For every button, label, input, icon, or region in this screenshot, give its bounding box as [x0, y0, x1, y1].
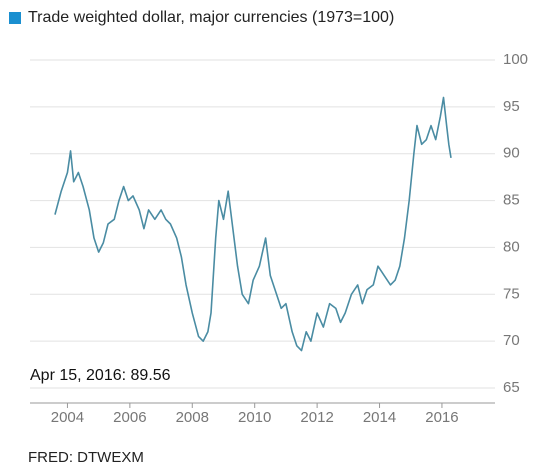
x-tick-label: 2008 — [176, 409, 209, 426]
y-tick-label: 85 — [503, 192, 520, 209]
x-tick-label: 2010 — [238, 409, 271, 426]
x-tick-label: 2016 — [425, 409, 458, 426]
data-line — [54, 96, 452, 352]
y-tick-label: 100 — [503, 51, 528, 68]
x-tick-label: 2004 — [51, 409, 84, 426]
source: FRED: DTWEXM — [28, 449, 144, 466]
y-tick-label: 70 — [503, 332, 520, 349]
y-tick-label: 80 — [503, 238, 520, 255]
legend-swatch — [9, 12, 21, 24]
y-tick-label: 65 — [503, 379, 520, 396]
y-tick-label: 90 — [503, 145, 520, 162]
annotation: Apr 15, 2016: 89.56 — [30, 367, 171, 384]
y-tick-label: 95 — [503, 98, 520, 115]
x-tick-label: 2006 — [113, 409, 146, 426]
chart-title: Trade weighted dollar, major currencies … — [28, 9, 394, 26]
y-tick-label: 75 — [503, 285, 520, 302]
x-tick-label: 2014 — [363, 409, 396, 426]
x-tick-label: 2012 — [300, 409, 333, 426]
